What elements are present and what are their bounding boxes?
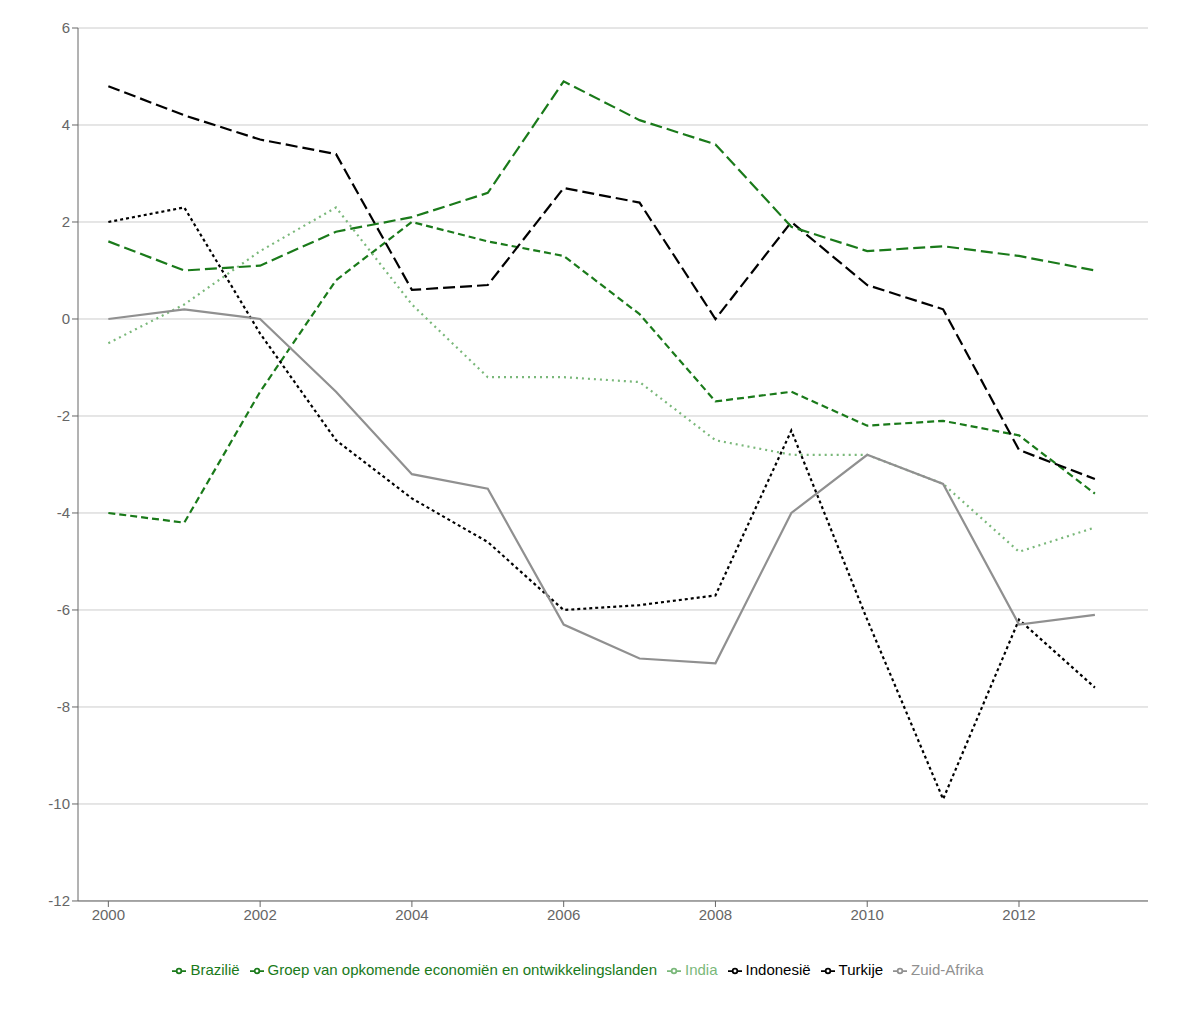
- svg-text:-2: -2: [57, 407, 70, 424]
- svg-text:2000: 2000: [92, 906, 125, 923]
- svg-text:2012: 2012: [1002, 906, 1035, 923]
- svg-text:-10: -10: [48, 795, 70, 812]
- html-text:Groep van opkomende economiën: Groep van opkomende economiën en ontwikk…: [267, 961, 657, 978]
- svg-text:-8: -8: [57, 698, 70, 715]
- svg-text:4: 4: [62, 116, 70, 133]
- html-text:Zuid-Afrika: Zuid-Afrika: [911, 961, 984, 978]
- svg-text:2008: 2008: [699, 906, 732, 923]
- html-text:India: India: [685, 961, 718, 978]
- svg-text:2002: 2002: [243, 906, 276, 923]
- svg-text:2010: 2010: [851, 906, 884, 923]
- html-text:Brazilië: Brazilië: [190, 961, 240, 978]
- svg-text:-6: -6: [57, 601, 70, 618]
- svg-text:0: 0: [62, 310, 70, 327]
- svg-text:-4: -4: [57, 504, 70, 521]
- html-text:Indonesië: Indonesië: [745, 961, 811, 978]
- svg-text:6: 6: [62, 19, 70, 36]
- svg-text:2006: 2006: [547, 906, 580, 923]
- html-text:Turkije: Turkije: [838, 961, 884, 978]
- svg-text:2004: 2004: [395, 906, 428, 923]
- svg-text:2: 2: [62, 213, 70, 230]
- svg-text:-12: -12: [48, 892, 70, 909]
